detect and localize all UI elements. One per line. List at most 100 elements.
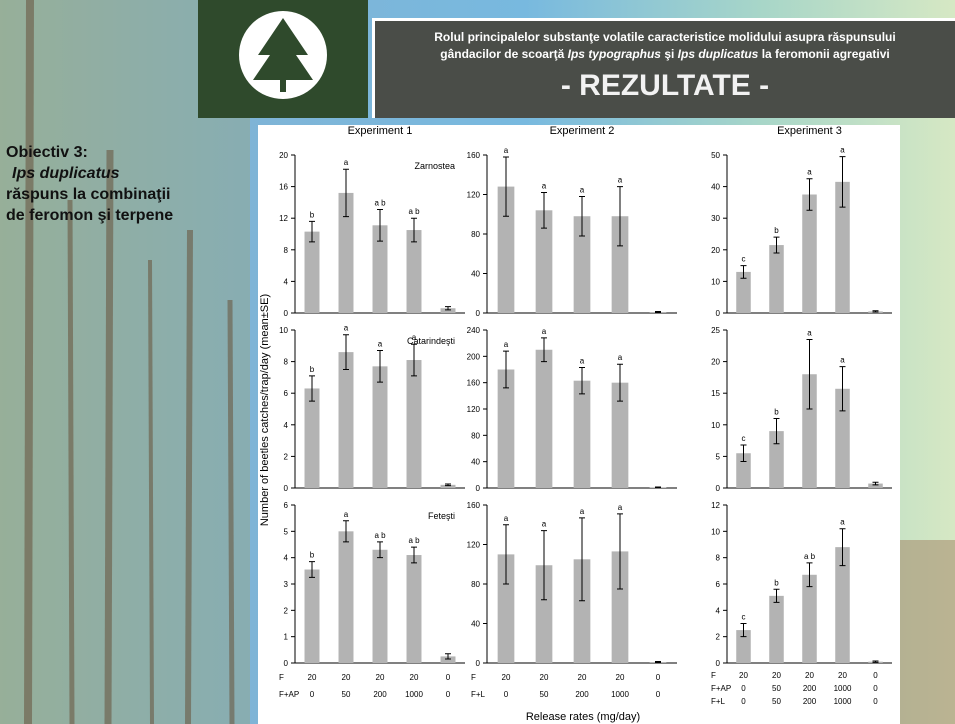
significance-letter: a	[504, 340, 509, 349]
y-tick-label: 10	[711, 527, 720, 536]
bar	[373, 550, 388, 663]
significance-letter: a	[504, 146, 509, 155]
y-tick-label: 160	[467, 501, 481, 510]
significance-letter: a	[840, 146, 845, 155]
y-tick-label: 1	[284, 633, 289, 642]
error-bar	[655, 662, 661, 663]
significance-letter: a	[344, 324, 349, 333]
y-tick-label: 0	[284, 659, 289, 668]
y-tick-label: 120	[467, 191, 481, 200]
significance-letter: a	[542, 327, 547, 336]
y-tick-label: 10	[711, 421, 720, 430]
x-tick-label: 20	[838, 671, 847, 680]
y-tick-label: 2	[716, 633, 721, 642]
x-tick-label: 1000	[834, 697, 852, 706]
y-tick-label: 40	[711, 183, 720, 192]
bar	[305, 570, 320, 663]
x-tick-label: 50	[772, 684, 781, 693]
significance-letter: a	[344, 158, 349, 167]
x-tick-label: 200	[803, 684, 817, 693]
y-tick-label: 0	[284, 309, 289, 318]
y-tick-label: 8	[716, 554, 721, 563]
y-tick-label: 10	[711, 277, 720, 286]
error-bar	[655, 487, 661, 488]
y-tick-label: 0	[716, 484, 721, 493]
y-tick-label: 80	[471, 230, 480, 239]
bar	[407, 555, 422, 663]
y-tick-label: 4	[284, 421, 289, 430]
bar	[802, 195, 817, 314]
y-tick-label: 80	[471, 431, 480, 440]
significance-letter: b	[310, 365, 315, 374]
y-tick-label: 4	[284, 277, 289, 286]
x-tick-label: 20	[376, 673, 385, 682]
x-tick-label: 200	[575, 690, 589, 699]
y-tick-label: 8	[284, 358, 289, 367]
x-row-label: F	[471, 673, 476, 682]
significance-letter: a	[580, 357, 585, 366]
y-tick-label: 120	[467, 541, 481, 550]
x-tick-label: 0	[310, 690, 315, 699]
y-tick-label: 40	[471, 620, 480, 629]
significance-letter: a b	[408, 536, 420, 545]
bar	[769, 596, 784, 663]
y-tick-label: 240	[467, 326, 481, 335]
significance-letter: c	[742, 613, 746, 622]
bar	[574, 381, 591, 488]
slide: Rolul principalelor substanţe volatile c…	[0, 0, 955, 724]
y-tick-label: 20	[711, 358, 720, 367]
x-tick-label: 0	[446, 673, 451, 682]
significance-letter: a	[807, 328, 812, 337]
y-tick-label: 12	[711, 501, 720, 510]
significance-letter: b	[774, 407, 779, 416]
significance-letter: b	[310, 551, 315, 560]
significance-letter: a	[618, 503, 623, 512]
significance-letter: a	[378, 340, 383, 349]
y-tick-label: 5	[284, 527, 289, 536]
x-row-label: F+L	[471, 690, 486, 699]
x-tick-label: 50	[342, 690, 351, 699]
location-label: Zarnostea	[414, 161, 455, 171]
significance-letter: a	[618, 176, 623, 185]
y-tick-label: 0	[716, 309, 721, 318]
y-tick-label: 80	[471, 580, 480, 589]
y-tick-label: 0	[476, 659, 481, 668]
y-tick-label: 200	[467, 352, 481, 361]
x-tick-label: 20	[772, 671, 781, 680]
column-title: Experiment 1	[348, 125, 413, 137]
bar	[339, 352, 354, 488]
bar	[407, 360, 422, 488]
y-tick-label: 10	[279, 326, 288, 335]
significance-letter: b	[310, 210, 315, 219]
x-tick-label: 20	[410, 673, 419, 682]
x-tick-label: 20	[739, 671, 748, 680]
bar	[769, 245, 784, 313]
x-tick-label: 1000	[834, 684, 852, 693]
y-tick-label: 20	[711, 246, 720, 255]
significance-letter: a	[580, 185, 585, 194]
x-tick-label: 0	[741, 697, 746, 706]
y-tick-label: 0	[716, 659, 721, 668]
x-tick-label: 0	[656, 690, 661, 699]
x-tick-label: 0	[656, 673, 661, 682]
x-tick-label: 50	[540, 690, 549, 699]
y-tick-label: 12	[279, 214, 288, 223]
y-tick-label: 120	[467, 405, 481, 414]
x-tick-label: 20	[540, 673, 549, 682]
significance-letter: a b	[374, 531, 386, 540]
column-title: Experiment 3	[777, 125, 842, 137]
y-tick-label: 6	[716, 580, 721, 589]
significance-letter: a	[840, 356, 845, 365]
y-tick-label: 0	[284, 484, 289, 493]
x-tick-label: 0	[741, 684, 746, 693]
x-tick-label: 0	[873, 697, 878, 706]
x-tick-label: 0	[504, 690, 509, 699]
x-tick-label: 20	[616, 673, 625, 682]
x-tick-label: 20	[342, 673, 351, 682]
significance-letter: a	[542, 182, 547, 191]
y-tick-label: 4	[284, 554, 289, 563]
significance-letter: a	[504, 514, 509, 523]
y-tick-label: 40	[471, 270, 480, 279]
x-tick-label: 0	[446, 690, 451, 699]
significance-letter: b	[774, 578, 779, 587]
